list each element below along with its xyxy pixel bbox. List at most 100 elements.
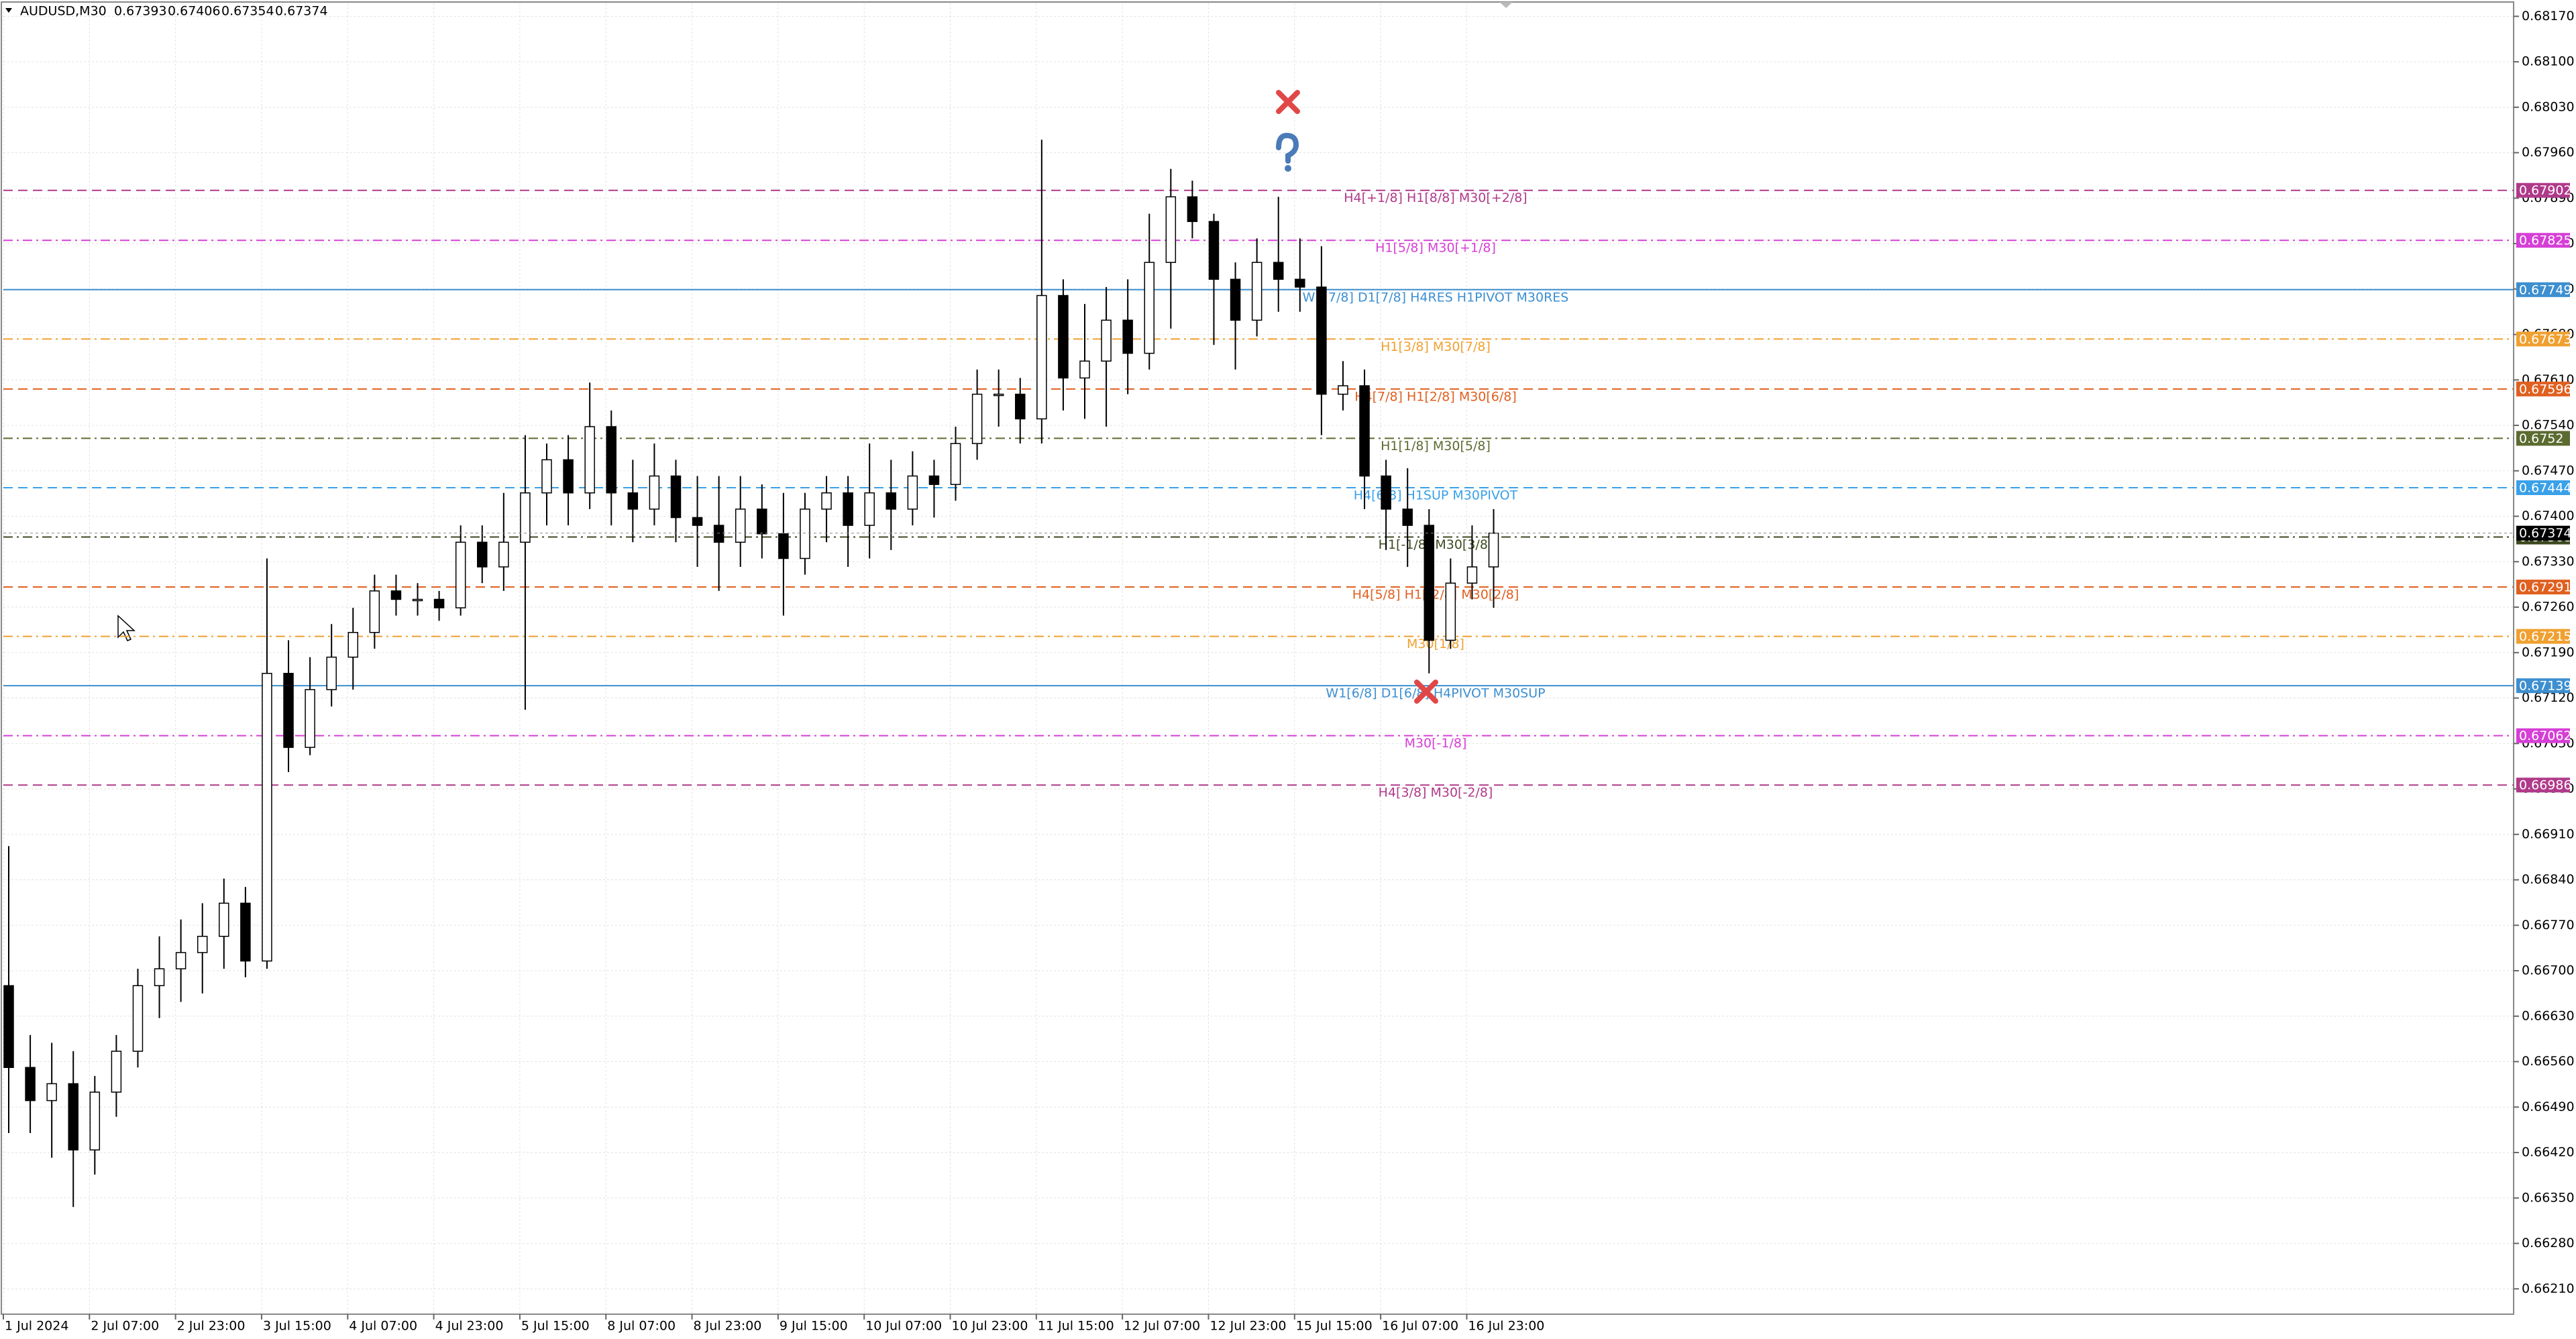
last-price-label: 0.67374 [2519, 526, 2572, 541]
candle-body [1122, 319, 1133, 354]
y-tick-label: 0.67540 [2522, 418, 2575, 433]
candle-body [347, 632, 359, 658]
price-tag [2516, 233, 2570, 248]
y-tick-label: 0.67960 [2522, 145, 2575, 160]
price-tag [2516, 778, 2570, 793]
candle-body [670, 475, 682, 519]
x-tick-label: 9 Jul 15:00 [780, 1319, 848, 1334]
candle-body [197, 935, 208, 953]
ohlc-close: 0.67374 [275, 4, 328, 19]
y-tick-label: 0.66770 [2522, 918, 2575, 932]
signal-icons [1276, 90, 1438, 704]
candle-body [1359, 385, 1370, 477]
candle-body [950, 443, 961, 485]
candle-body [649, 475, 660, 510]
candle-body [864, 492, 875, 526]
candle-body [219, 902, 229, 937]
candle-body [541, 459, 552, 494]
candle-body [455, 541, 466, 608]
price-tag-label: 0.67825 [2519, 233, 2572, 248]
level-label: H4[5/8] H1[-2/8] M30[2/8] [1352, 588, 1519, 602]
menu-arrow[interactable] [5, 8, 12, 13]
price-tag [2516, 381, 2570, 396]
price-tag [2516, 728, 2570, 743]
x-tick-label: 16 Jul 23:00 [1468, 1319, 1544, 1334]
x-tick-label: 2 Jul 23:00 [177, 1319, 246, 1334]
candle-body [1338, 385, 1348, 395]
candle-body [520, 492, 531, 543]
price-tag-label: 0.67902 [2519, 183, 2572, 198]
cross-icon [1276, 90, 1300, 114]
candle-body [1295, 278, 1305, 288]
candle-body [1058, 294, 1069, 379]
candle-body [412, 598, 423, 602]
y-tick-label: 0.66420 [2522, 1145, 2575, 1160]
y-tick-label: 0.67260 [2522, 600, 2575, 614]
shift-marker[interactable] [1499, 2, 1513, 8]
y-tick-label: 0.67330 [2522, 554, 2575, 569]
y-tick-label: 0.68100 [2522, 54, 2575, 69]
level-label: H1[3/8] M30[7/8] [1381, 339, 1491, 354]
x-tick-label: 2 Jul 07:00 [91, 1319, 159, 1334]
candle-body [563, 459, 574, 494]
price-tag [2516, 431, 2570, 446]
candle-body [843, 492, 853, 526]
y-tick-label: 0.67470 [2522, 463, 2575, 478]
level-label: H1[1/8] M30[5/8] [1381, 439, 1491, 453]
price-tag [2516, 629, 2570, 644]
candle-body [584, 426, 595, 494]
price-tag-label: 0.6752 [2519, 431, 2563, 446]
candle-body [1144, 262, 1155, 354]
level-label: M30[-1/8] [1405, 736, 1467, 751]
candle-body [390, 590, 402, 600]
candle-body [735, 508, 746, 543]
candle-body [1015, 393, 1026, 420]
candle-body [778, 533, 789, 559]
x-tick-label: 11 Jul 15:00 [1038, 1319, 1114, 1334]
level-label: H1[5/8] M30[+1/8] [1375, 241, 1496, 256]
candle-body [885, 492, 897, 510]
grid [3, 3, 2514, 1314]
last-price-tag [2516, 525, 2570, 541]
y-tick-label: 0.67190 [2522, 645, 2575, 659]
candle-body [25, 1067, 36, 1102]
x-tick-label: 12 Jul 07:00 [1124, 1319, 1200, 1334]
y-tick-label: 0.66910 [2522, 826, 2575, 841]
x-tick-label: 1 Jul 2024 [5, 1319, 68, 1334]
x-tick-label: 5 Jul 15:00 [521, 1319, 590, 1334]
candle-body [907, 475, 918, 510]
y-tick-label: 0.66280 [2522, 1236, 2575, 1250]
level-label: W1[6/8] D1[6/8] H4PIVOT M30SUP [1326, 686, 1545, 701]
y-tick-label: 0.66700 [2522, 963, 2575, 978]
level-label: H4[7/8] H1[2/8] M30[6/8] [1354, 389, 1517, 404]
candle-body [713, 525, 724, 543]
plot-frame [1, 1, 2514, 1315]
price-tag [2516, 331, 2570, 347]
candle-body [1316, 286, 1327, 395]
price-tag-label: 0.66986 [2519, 778, 2572, 793]
level-label: H4[+1/8] H1[8/8] M30[+2/8] [1344, 191, 1527, 205]
question-icon [1276, 132, 1299, 164]
y-tick-label: 0.66210 [2522, 1281, 2575, 1296]
candle-body [1187, 196, 1198, 222]
candle-body [1402, 508, 1413, 526]
x-tick-label: 12 Jul 23:00 [1210, 1319, 1286, 1334]
candle-body [692, 517, 703, 526]
price-tag [2516, 580, 2570, 595]
x-tick-label: 10 Jul 07:00 [865, 1319, 942, 1334]
x-tick-label: 15 Jul 15:00 [1296, 1319, 1373, 1334]
price-tag [2516, 182, 2570, 198]
candle-body [154, 968, 165, 987]
level-label: H4[6/8] H1SUP M30PIVOT [1354, 488, 1518, 502]
x-tick-label: 4 Jul 07:00 [349, 1319, 417, 1334]
question-dot [1285, 165, 1291, 172]
candle-body [1165, 196, 1177, 263]
y-tick-label: 0.68030 [2522, 99, 2575, 114]
header: AUDUSD,M30 0.67393 0.67406 0.67354 0.673… [5, 4, 328, 19]
price-tag-label: 0.67062 [2519, 729, 2572, 743]
level-label: W1[7/8] D1[7/8] H4RES H1PIVOT M30RES [1303, 290, 1569, 305]
candle-body [1424, 525, 1435, 641]
candle-body [326, 656, 337, 690]
candle-body [1036, 294, 1047, 420]
